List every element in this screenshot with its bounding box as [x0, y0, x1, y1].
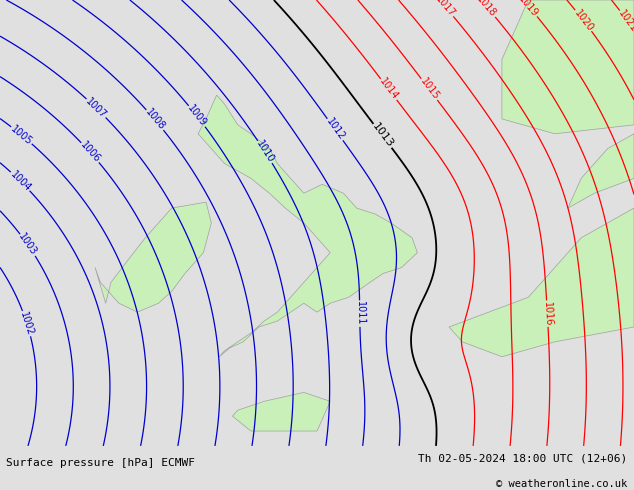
- Text: 1013: 1013: [370, 122, 395, 150]
- Text: 1016: 1016: [541, 301, 553, 326]
- Text: 1019: 1019: [517, 0, 540, 19]
- Text: 1012: 1012: [324, 117, 346, 143]
- Text: 1004: 1004: [8, 169, 32, 194]
- Text: 1015: 1015: [418, 76, 441, 102]
- Text: © weatheronline.co.uk: © weatheronline.co.uk: [496, 479, 628, 489]
- Text: 1011: 1011: [354, 301, 365, 326]
- Text: 1002: 1002: [18, 310, 36, 337]
- Text: 1010: 1010: [254, 139, 276, 165]
- Text: 1021: 1021: [616, 8, 634, 34]
- Text: 1017: 1017: [433, 0, 456, 19]
- Text: 1009: 1009: [186, 103, 209, 129]
- Text: 1005: 1005: [9, 123, 34, 147]
- Text: 1008: 1008: [143, 107, 167, 132]
- Text: 1018: 1018: [475, 0, 498, 20]
- Text: Surface pressure [hPa] ECMWF: Surface pressure [hPa] ECMWF: [6, 458, 195, 468]
- Text: 1014: 1014: [377, 76, 400, 102]
- Text: 1007: 1007: [84, 96, 108, 120]
- Text: 1003: 1003: [16, 232, 39, 258]
- Text: 1020: 1020: [572, 8, 595, 33]
- Text: Th 02-05-2024 18:00 UTC (12+06): Th 02-05-2024 18:00 UTC (12+06): [418, 453, 628, 463]
- Text: 1006: 1006: [79, 140, 102, 165]
